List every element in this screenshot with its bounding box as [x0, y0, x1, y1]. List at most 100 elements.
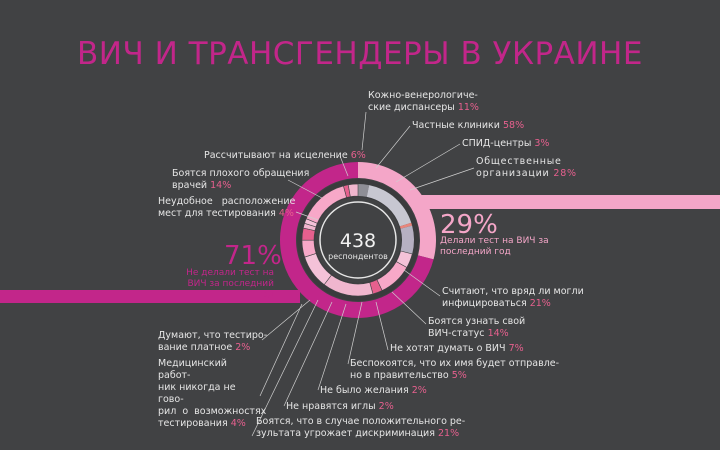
note-line: Кожно-венерологиче-: [368, 90, 478, 101]
respondent-count: 438: [339, 230, 377, 252]
note-line: но в правительство: [350, 370, 449, 381]
note-line: ник никогда не гово-: [158, 382, 236, 405]
note-healing: Рассчитывают на исцеление 6%: [204, 150, 366, 162]
tested-where-segment: [399, 222, 413, 229]
tested-where-segment: [400, 225, 415, 254]
note-line: зультата угрожает дискриминация: [256, 428, 435, 439]
note-line: Боятся узнать свой: [428, 316, 526, 327]
left-percent: 71%: [224, 241, 282, 271]
note-never-told: Медицинский работ- ник никогда не гово- …: [158, 358, 267, 430]
note-value: 3%: [534, 138, 550, 149]
note-value: 14%: [487, 328, 509, 339]
note-value: 5%: [451, 370, 467, 381]
note-line: Медицинский работ-: [158, 358, 227, 381]
left-text-line1: Не делали тест на: [186, 268, 274, 278]
note-discrimination: Боятся, что в случае положительного ре- …: [256, 416, 465, 440]
rings-layer: [280, 161, 436, 318]
note-line: Беспокоятся, что их имя будет отправле-: [350, 358, 560, 369]
right-band: [416, 195, 720, 209]
note-location: Неудобное расположение мест для тестиров…: [158, 196, 295, 220]
note-value: 2%: [378, 401, 394, 412]
left-text-line2: ВИЧ за последний год: [187, 279, 274, 300]
page-title: ВИЧ И ТРАНСГЕНДЕРЫ В УКРАИНЕ: [77, 36, 643, 72]
note-value: 58%: [502, 120, 525, 131]
leader-line: [287, 179, 323, 199]
note-value: 21%: [529, 298, 551, 309]
note-line: ВИЧ-статус: [428, 328, 485, 339]
leader-line: [403, 269, 441, 297]
right-text-line1: Делали тест на ВИЧ за: [440, 236, 549, 246]
note-line: организации: [476, 168, 550, 179]
right-percent: 29%: [440, 210, 498, 240]
note-line: Неудобное расположение: [158, 196, 296, 207]
note-value: 2%: [235, 342, 251, 353]
note-needles: Не нравятся иглы 2%: [286, 401, 394, 413]
leader-line: [295, 211, 319, 221]
note-line: Общественные: [476, 156, 562, 167]
tested-where-segment: [366, 185, 412, 227]
note-line: тестирования: [158, 418, 228, 429]
note-value: 6%: [350, 150, 366, 161]
note-line: инфицироваться: [442, 298, 527, 309]
note-kvd: Кожно-венерологиче- ские диспансеры 11%: [368, 90, 479, 114]
leader-line: [317, 303, 347, 391]
note-line: ские диспансеры: [368, 102, 455, 113]
leader-line: [261, 299, 311, 341]
note-line: мест для тестирования: [158, 208, 276, 219]
note-line: врачей: [172, 180, 208, 191]
leader-line: [409, 167, 475, 191]
leader-line: [391, 291, 427, 325]
note-value: 11%: [457, 102, 479, 113]
note-private: Частные клиники 58%: [412, 120, 524, 132]
left-band: [0, 290, 300, 303]
note-not-think: Не хотят думать о ВИЧ 7%: [390, 343, 524, 355]
note-value: 28%: [553, 168, 577, 179]
respondent-label: респондентов: [328, 252, 388, 261]
left-text: Не делали тест на ВИЧ за последний год: [184, 268, 274, 301]
note-value: 7%: [508, 343, 524, 354]
leader-line: [395, 143, 461, 183]
note-ngo: Общественные организации 28%: [476, 156, 577, 180]
right-text: Делали тест на ВИЧ за последний год: [440, 236, 549, 258]
note-no-desire: Не было желания 2%: [320, 385, 427, 397]
leader-line: [283, 301, 333, 407]
center-disc: [315, 197, 401, 283]
note-aids: СПИД-центры 3%: [462, 138, 549, 150]
note-line: Рассчитывают на исцеление: [204, 150, 348, 161]
leader-line: [375, 125, 411, 169]
note-line: рил о возможностях: [158, 406, 267, 417]
note-government: Беспокоятся, что их имя будет отправле- …: [350, 358, 559, 382]
reason-segment: [347, 183, 359, 198]
note-value: 4%: [278, 208, 294, 219]
leader-line: [347, 301, 363, 365]
note-line: Не хотят думать о ВИЧ: [390, 343, 506, 354]
note-line: вание платное: [158, 342, 233, 353]
leaders-layer: [251, 111, 475, 437]
note-line: Считают, что вряд ли могли: [442, 286, 584, 297]
note-line: Боятся, что в случае положительного ре-: [256, 416, 466, 427]
note-line: Частные клиники: [412, 120, 500, 131]
note-line: Думают, что тестиро-: [158, 330, 268, 341]
note-value: 14%: [210, 180, 232, 191]
note-value: 21%: [437, 428, 460, 439]
note-bad-treatment: Боятся плохого обращения врачей 14%: [172, 168, 309, 192]
leader-line: [339, 155, 349, 177]
center-ring: [319, 201, 397, 279]
note-line: Не нравятся иглы: [286, 401, 376, 412]
leader-line: [259, 303, 303, 397]
note-value: 4%: [230, 418, 246, 429]
leader-line: [361, 111, 367, 151]
note-line: Не было желания: [320, 385, 409, 396]
bands-layer: [0, 195, 720, 303]
leader-line: [375, 301, 389, 351]
note-paid: Думают, что тестиро- вание платное 2%: [158, 330, 267, 354]
note-status: Боятся узнать свой ВИЧ-статус 14%: [428, 316, 525, 340]
tested-where-segment: [358, 184, 370, 197]
note-line: СПИД-центры: [462, 138, 532, 149]
right-text-line2: последний год: [440, 247, 511, 257]
note-unlikely: Считают, что вряд ли могли инфицироватьс…: [442, 286, 584, 310]
leader-line: [251, 299, 319, 437]
note-value: 2%: [411, 385, 427, 396]
note-line: Боятся плохого обращения: [172, 168, 310, 179]
